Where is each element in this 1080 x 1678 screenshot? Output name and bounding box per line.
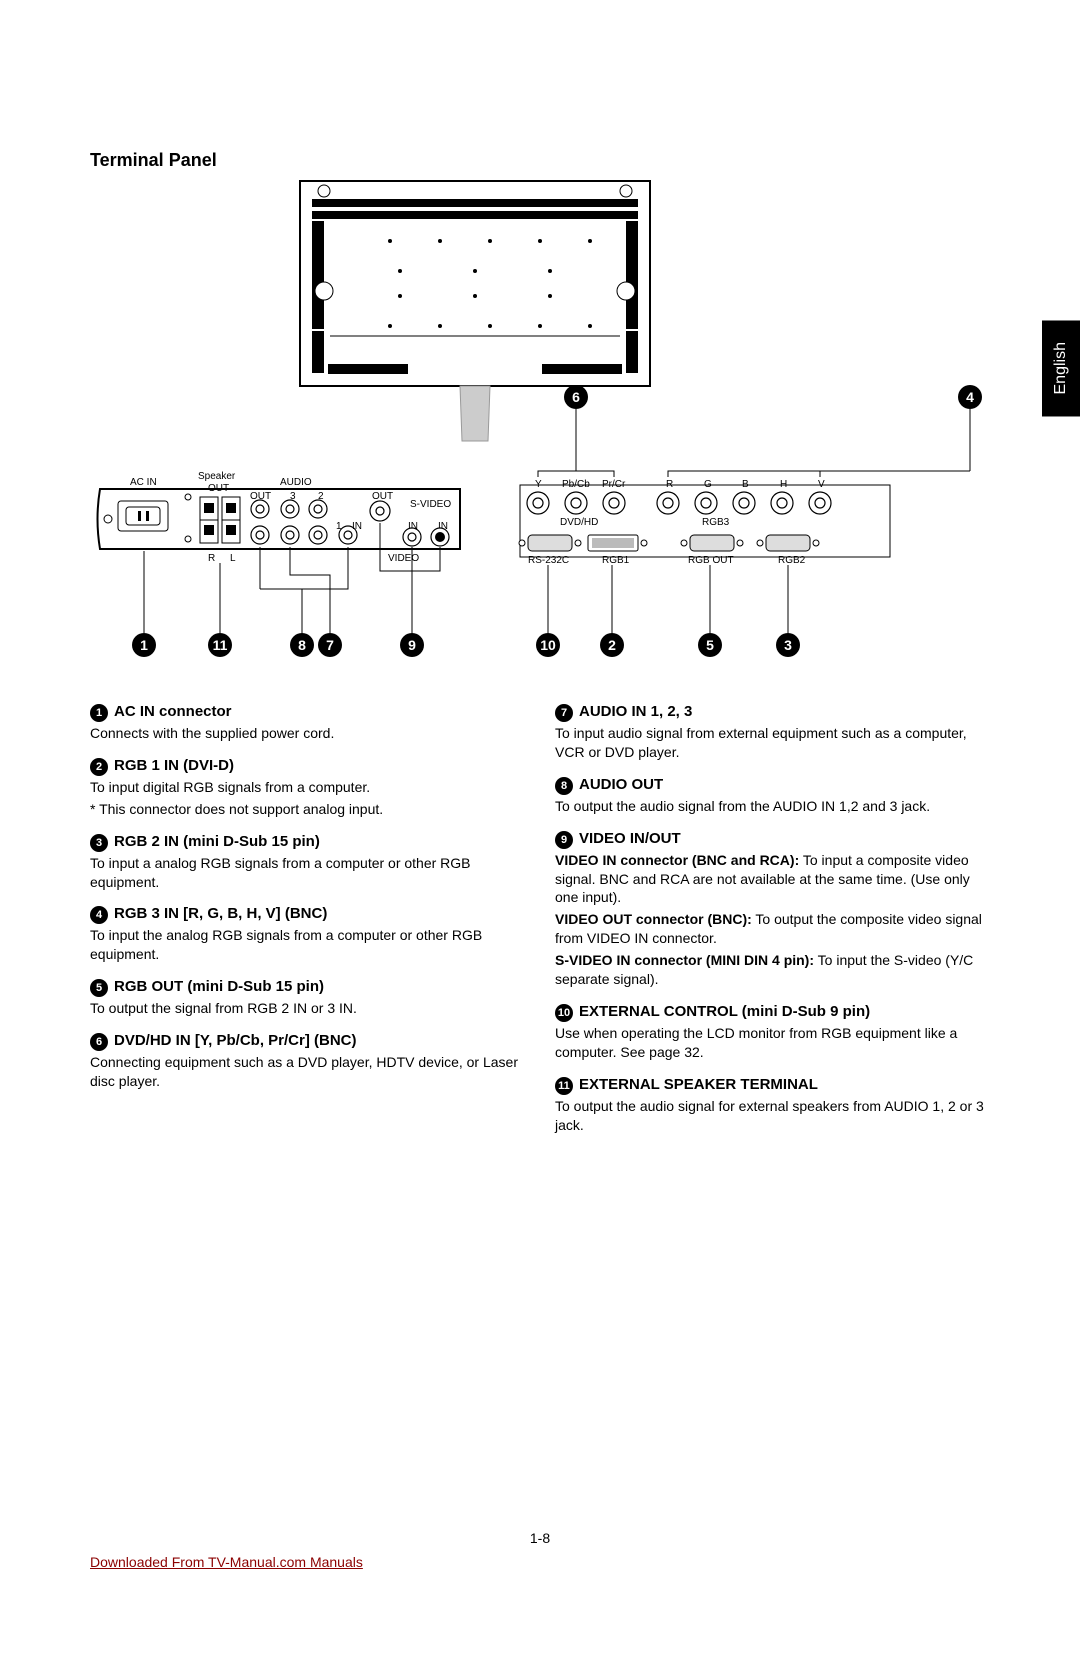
svg-text:1: 1 <box>140 637 148 653</box>
svg-text:G: G <box>704 479 712 490</box>
svg-text:R: R <box>666 479 673 490</box>
svg-text:RGB2: RGB2 <box>778 555 806 566</box>
terminal-item: 8 AUDIO OUT To output the audio signal fro… <box>555 776 990 816</box>
svg-text:R: R <box>208 553 215 564</box>
terminal-item: 10 EXTERNAL CONTROL (mini D-Sub 9 pin) Use… <box>555 1003 990 1062</box>
svg-text:RGB3: RGB3 <box>702 517 730 528</box>
item-body: To input the analog RGB signals from a c… <box>90 926 525 964</box>
bullet-icon: 2 <box>90 758 108 776</box>
terminal-item: 2 RGB 1 IN (DVI-D) To input digital RGB si… <box>90 757 525 819</box>
svg-text:AUDIO: AUDIO <box>280 477 312 488</box>
svg-text:Y: Y <box>535 479 542 490</box>
page-number: 1-8 <box>530 1530 550 1546</box>
bullet-icon: 6 <box>90 1033 108 1051</box>
svg-text:9: 9 <box>408 637 416 653</box>
item-title: RGB 1 IN (DVI-D) <box>114 757 234 774</box>
terminal-diagram: AC IN Speaker OUT R L AUDIO OUT 3 2 1 IN… <box>90 171 990 681</box>
svg-text:5: 5 <box>706 637 714 653</box>
svg-text:8: 8 <box>298 637 306 653</box>
terminal-item: 1 AC IN connector Connects with the suppli… <box>90 703 525 743</box>
svg-text:10: 10 <box>540 637 556 653</box>
bullet-icon: 5 <box>90 979 108 997</box>
item-title: AUDIO OUT <box>579 776 663 793</box>
svg-text:AC IN: AC IN <box>130 477 157 488</box>
item-title: EXTERNAL SPEAKER TERMINAL <box>579 1076 818 1093</box>
svg-text:2: 2 <box>608 637 616 653</box>
bullet-icon: 11 <box>555 1077 573 1095</box>
svg-text:RS-232C: RS-232C <box>528 555 569 566</box>
item-body: To output the audio signal from the AUDI… <box>555 797 990 816</box>
svg-text:V: V <box>818 479 825 490</box>
descriptions: 1 AC IN connector Connects with the suppli… <box>90 703 990 1148</box>
bullet-icon: 8 <box>555 777 573 795</box>
item-body: To output the signal from RGB 2 IN or 3 … <box>90 999 525 1018</box>
svg-text:3: 3 <box>784 637 792 653</box>
footer-link[interactable]: Downloaded From TV-Manual.com Manuals <box>90 1554 363 1570</box>
svg-text:Pb/Cb: Pb/Cb <box>562 479 590 490</box>
svg-text:Speaker: Speaker <box>198 471 236 482</box>
svg-text:H: H <box>780 479 787 490</box>
bullet-icon: 3 <box>90 834 108 852</box>
bullet-icon: 4 <box>90 906 108 924</box>
language-tab: English <box>1042 320 1080 416</box>
item-title: DVD/HD IN [Y, Pb/Cb, Pr/Cr] (BNC) <box>114 1032 357 1049</box>
svg-text:1: 1 <box>336 521 342 532</box>
item-title: RGB OUT (mini D-Sub 15 pin) <box>114 978 324 995</box>
item-body: To input a analog RGB signals from a com… <box>90 854 525 892</box>
svg-text:L: L <box>230 553 236 564</box>
svg-text:6: 6 <box>572 389 580 405</box>
terminal-item: 11 EXTERNAL SPEAKER TERMINAL To output the… <box>555 1076 990 1135</box>
terminal-item: 5 RGB OUT (mini D-Sub 15 pin) To output th… <box>90 978 525 1018</box>
svg-text:7: 7 <box>326 637 334 653</box>
svg-text:OUT: OUT <box>208 483 229 494</box>
bullet-icon: 7 <box>555 704 573 722</box>
svg-text:Pr/Cr: Pr/Cr <box>602 479 626 490</box>
item-title: AUDIO IN 1, 2, 3 <box>579 703 692 720</box>
svg-text:VIDEO: VIDEO <box>388 553 419 564</box>
svg-text:4: 4 <box>966 389 974 405</box>
svg-text:S-VIDEO: S-VIDEO <box>410 499 451 510</box>
item-body: Connects with the supplied power cord. <box>90 724 525 743</box>
svg-text:11: 11 <box>213 637 228 653</box>
svg-text:OUT: OUT <box>372 491 393 502</box>
page-title: Terminal Panel <box>90 150 990 171</box>
bullet-icon: 9 <box>555 831 573 849</box>
terminal-item: 6 DVD/HD IN [Y, Pb/Cb, Pr/Cr] (BNC) Connec… <box>90 1032 525 1091</box>
item-title: AC IN connector <box>114 703 232 720</box>
svg-text:IN: IN <box>352 521 362 532</box>
terminal-item: 4 RGB 3 IN [R, G, B, H, V] (BNC) To input … <box>90 905 525 964</box>
terminal-item: 9 VIDEO IN/OUT VIDEO IN connector (BNC and… <box>555 830 990 989</box>
item-body: To output the audio signal for external … <box>555 1097 990 1135</box>
right-column: 7 AUDIO IN 1, 2, 3 To input audio signal f… <box>555 703 990 1148</box>
item-body: VIDEO IN connector (BNC and RCA): To inp… <box>555 851 990 989</box>
svg-text:RGB OUT: RGB OUT <box>688 555 734 566</box>
bullet-icon: 1 <box>90 704 108 722</box>
bullet-icon: 10 <box>555 1004 573 1022</box>
item-body: Use when operating the LCD monitor from … <box>555 1024 990 1062</box>
item-body: To input digital RGB signals from a comp… <box>90 778 525 819</box>
item-title: RGB 3 IN [R, G, B, H, V] (BNC) <box>114 905 327 922</box>
svg-text:B: B <box>742 479 749 490</box>
item-body: To input audio signal from external equi… <box>555 724 990 762</box>
terminal-item: 7 AUDIO IN 1, 2, 3 To input audio signal f… <box>555 703 990 762</box>
svg-text:DVD/HD: DVD/HD <box>560 517 598 528</box>
item-title: RGB 2 IN (mini D-Sub 15 pin) <box>114 833 320 850</box>
left-column: 1 AC IN connector Connects with the suppli… <box>90 703 525 1148</box>
item-body: Connecting equipment such as a DVD playe… <box>90 1053 525 1091</box>
svg-text:RGB1: RGB1 <box>602 555 630 566</box>
terminal-item: 3 RGB 2 IN (mini D-Sub 15 pin) To input a … <box>90 833 525 892</box>
item-title: EXTERNAL CONTROL (mini D-Sub 9 pin) <box>579 1003 870 1020</box>
item-title: VIDEO IN/OUT <box>579 830 681 847</box>
